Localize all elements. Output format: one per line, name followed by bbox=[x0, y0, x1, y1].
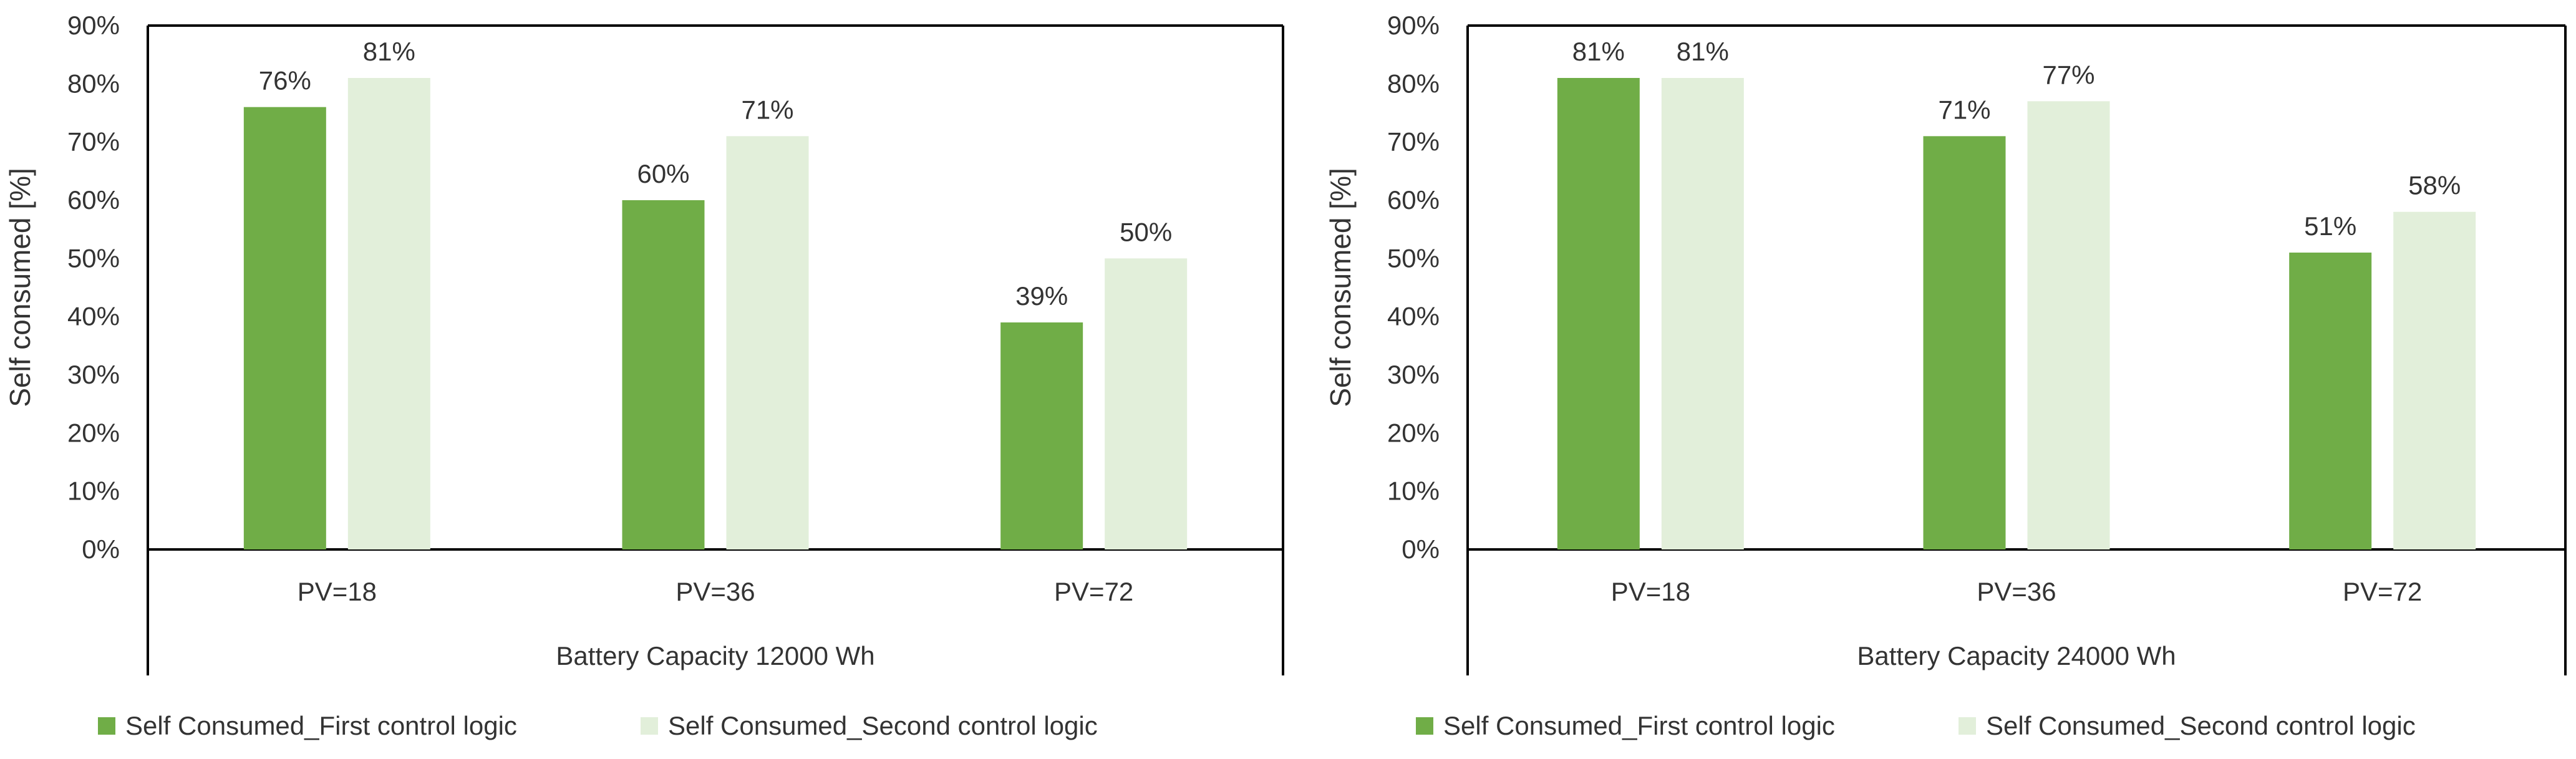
y-tick-label: 90% bbox=[1387, 11, 1440, 40]
data-label: 50% bbox=[1120, 217, 1172, 246]
y-tick-label: 90% bbox=[67, 11, 120, 40]
y-tick-label: 30% bbox=[1387, 360, 1440, 389]
chart-panel-1: 0% 10% 20% 30% 40% 50% 60% 70% 80% 90% Self consum… bbox=[4, 11, 1284, 740]
data-label: 51% bbox=[2304, 211, 2356, 241]
bar-second-2 bbox=[726, 136, 809, 550]
legend-swatch-first bbox=[1416, 717, 1433, 735]
data-label: 71% bbox=[1938, 95, 1990, 124]
category-label: PV=36 bbox=[1977, 577, 2056, 606]
bar-first-1 bbox=[243, 107, 326, 549]
legend-swatch-second bbox=[641, 717, 658, 735]
y-tick-label: 10% bbox=[67, 476, 120, 506]
y-tick-label: 70% bbox=[1387, 127, 1440, 157]
y-tick-label: 20% bbox=[67, 418, 120, 447]
data-label: 58% bbox=[2408, 171, 2461, 200]
bar-second-1 bbox=[347, 78, 430, 549]
legend-swatch-first bbox=[98, 717, 115, 735]
data-label: 81% bbox=[363, 37, 415, 66]
bar-second-3 bbox=[2393, 211, 2476, 550]
y-tick-label: 80% bbox=[1387, 69, 1440, 98]
y-tick-label: 30% bbox=[67, 360, 120, 389]
y-tick-label: 70% bbox=[67, 127, 120, 157]
y-tick-label: 20% bbox=[1387, 418, 1440, 447]
y-tick-label: 0% bbox=[82, 534, 120, 564]
bar-first-3 bbox=[1000, 322, 1083, 549]
data-label: 71% bbox=[741, 95, 793, 124]
legend: Self Consumed_First control logic Self Co… bbox=[98, 711, 1098, 740]
x-axis-title: Battery Capacity 12000 Wh bbox=[556, 641, 874, 670]
y-tick-label: 80% bbox=[67, 69, 120, 98]
data-label: 77% bbox=[2042, 60, 2094, 89]
bar-second-1 bbox=[1661, 78, 1744, 549]
chart-panel-2: 0% 10% 20% 30% 40% 50% 60% 70% 80% 90% Self consum… bbox=[1324, 11, 2567, 740]
bar-first-1 bbox=[1557, 78, 1640, 549]
y-tick-label: 60% bbox=[1387, 185, 1440, 215]
category-label: PV=18 bbox=[1611, 577, 1690, 606]
data-label: 39% bbox=[1015, 281, 1068, 311]
data-label: 76% bbox=[259, 66, 311, 95]
y-tick-label: 10% bbox=[1387, 476, 1440, 506]
bar-second-3 bbox=[1105, 258, 1188, 549]
legend-swatch-second bbox=[1959, 717, 1976, 735]
y-axis-title: Self consumed [%] bbox=[1324, 168, 1357, 407]
y-tick-label: 60% bbox=[67, 185, 120, 215]
y-tick-label: 50% bbox=[1387, 243, 1440, 273]
category-label: PV=72 bbox=[1054, 577, 1133, 606]
y-axis-title: Self consumed [%] bbox=[4, 168, 36, 407]
bar-first-2 bbox=[622, 200, 705, 549]
legend: Self Consumed_First control logic Self Co… bbox=[1416, 711, 2416, 740]
y-tick-label: 40% bbox=[67, 302, 120, 331]
data-label: 60% bbox=[637, 159, 689, 188]
data-label: 81% bbox=[1572, 37, 1625, 66]
y-tick-label: 40% bbox=[1387, 302, 1440, 331]
category-label: PV=72 bbox=[2343, 577, 2422, 606]
y-tick-label: 0% bbox=[1402, 534, 1440, 564]
legend-label: Self Consumed_First control logic bbox=[125, 711, 517, 740]
category-label: PV=36 bbox=[675, 577, 755, 606]
bar-first-3 bbox=[2289, 253, 2372, 549]
bar-first-2 bbox=[1923, 136, 2006, 550]
y-tick-label: 50% bbox=[67, 243, 120, 273]
x-axis-title: Battery Capacity 24000 Wh bbox=[1857, 641, 2176, 670]
legend-label: Self Consumed_Second control logic bbox=[668, 711, 1098, 740]
legend-label: Self Consumed_Second control logic bbox=[1986, 711, 2416, 740]
data-label: 81% bbox=[1677, 37, 1729, 66]
legend-label: Self Consumed_First control logic bbox=[1443, 711, 1835, 740]
category-label: PV=18 bbox=[298, 577, 377, 606]
bar-second-2 bbox=[2027, 101, 2110, 550]
